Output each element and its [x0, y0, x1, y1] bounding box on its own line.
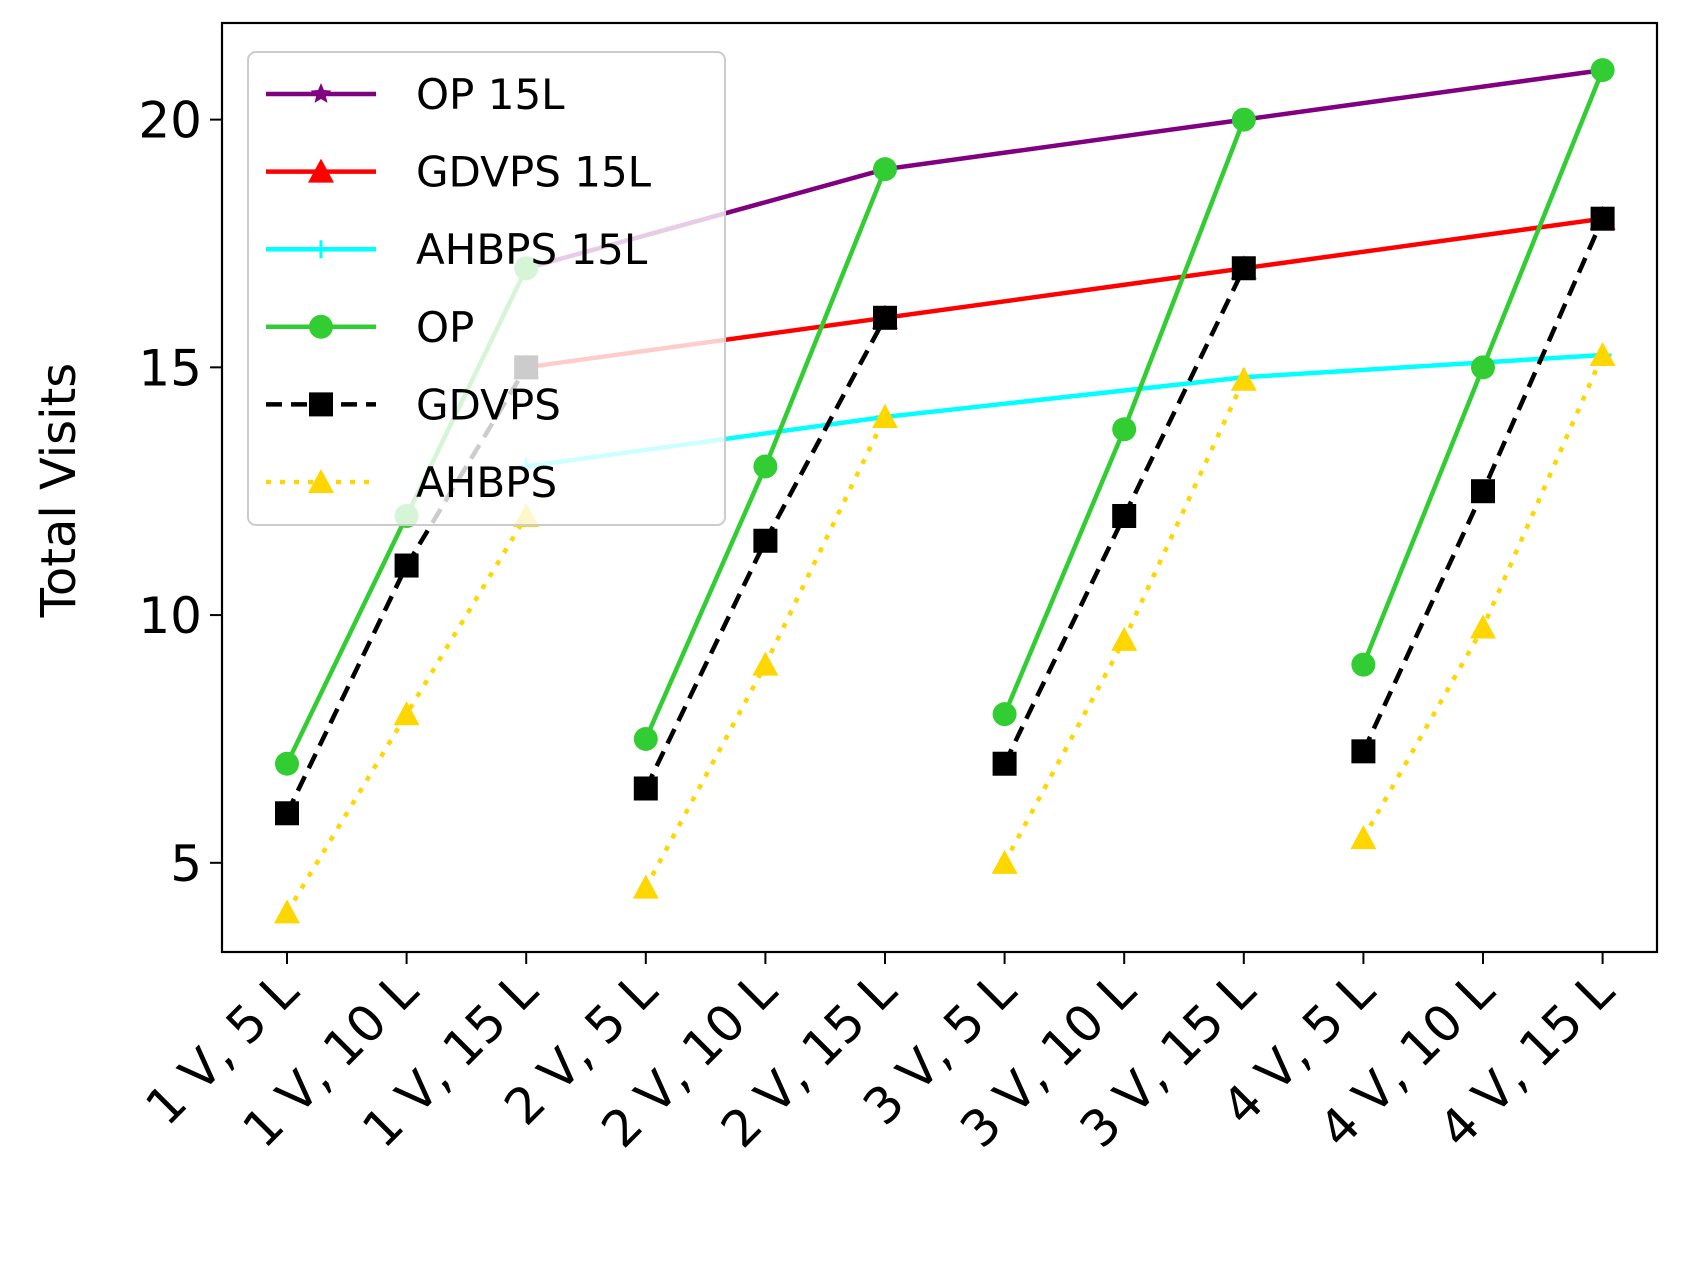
legend-label-op-15l: OP 15L	[416, 70, 565, 119]
legend-box	[247, 51, 726, 526]
x-axis: 1 V, 5 L1 V, 10 L1 V, 15 L2 V, 5 L2 V, 1…	[135, 952, 1625, 1159]
legend-marker-op-15l	[310, 83, 332, 103]
data-point-gdvps	[275, 801, 299, 826]
data-point-ahbps	[991, 849, 1018, 874]
data-point-ahbps	[274, 899, 300, 924]
data-point-gdvps	[873, 305, 897, 330]
legend: OP 15L GDVPS 15L AHBPS 15L OP GDVPS AHBPS	[247, 51, 726, 526]
data-point-gdvps	[753, 528, 778, 553]
data-point-op	[1351, 652, 1376, 677]
data-point-ahbps	[1111, 626, 1138, 651]
legend-label-ahbps-15l: AHBPS 15L	[416, 225, 648, 274]
y-tick-label: 15	[138, 339, 202, 397]
legend-marker-op	[309, 314, 333, 339]
data-point-gdvps	[633, 776, 658, 801]
data-point-ahbps	[1589, 341, 1616, 367]
data-point-gdvps	[1351, 739, 1376, 764]
data-point-op	[1231, 107, 1256, 132]
data-point-op	[1112, 417, 1137, 442]
legend-marker-gdvps	[309, 392, 333, 417]
data-point-op	[1471, 355, 1495, 380]
y-tick-label: 20	[138, 92, 202, 150]
data-point-ahbps	[1230, 366, 1257, 391]
data-point-gdvps	[1471, 479, 1495, 504]
data-point-op	[633, 726, 658, 751]
data-point-op	[753, 454, 778, 479]
data-point-op	[873, 157, 897, 182]
data-point-gdvps	[1231, 256, 1256, 281]
legend-label-op: OP	[416, 303, 474, 352]
data-point-gdvps	[1112, 503, 1137, 528]
y-tick-label: 10	[138, 587, 202, 645]
legend-marker-ahbps	[308, 469, 334, 494]
legend-marker-ahbps-15l	[312, 240, 330, 259]
legend-marker-gdvps-15l	[308, 158, 334, 183]
legend-label-ahbps: AHBPS	[416, 458, 557, 507]
plot-frame	[220, 21, 1659, 954]
data-point-ahbps	[1350, 825, 1377, 850]
data-point-ahbps	[1470, 614, 1496, 639]
data-point-gdvps	[992, 751, 1017, 776]
data-point-ahbps	[632, 874, 659, 899]
y-tick-label: 5	[170, 835, 202, 893]
data-point-op	[275, 751, 299, 776]
data-point-gdvps	[1590, 206, 1615, 231]
data-point-gdvps	[394, 553, 419, 578]
data-point-op	[1590, 58, 1615, 83]
series-ahbps	[274, 341, 1616, 924]
y-axis: 5 10 15 20	[138, 92, 222, 893]
legend-label-gdvps-15l: GDVPS 15L	[416, 148, 652, 197]
data-point-op	[992, 702, 1017, 727]
data-point-ahbps	[752, 651, 779, 676]
data-point-ahbps	[872, 403, 898, 428]
legend-label-gdvps: GDVPS	[416, 380, 561, 429]
data-point-ahbps	[393, 701, 420, 726]
y-axis-title: Total Visits	[31, 363, 87, 619]
